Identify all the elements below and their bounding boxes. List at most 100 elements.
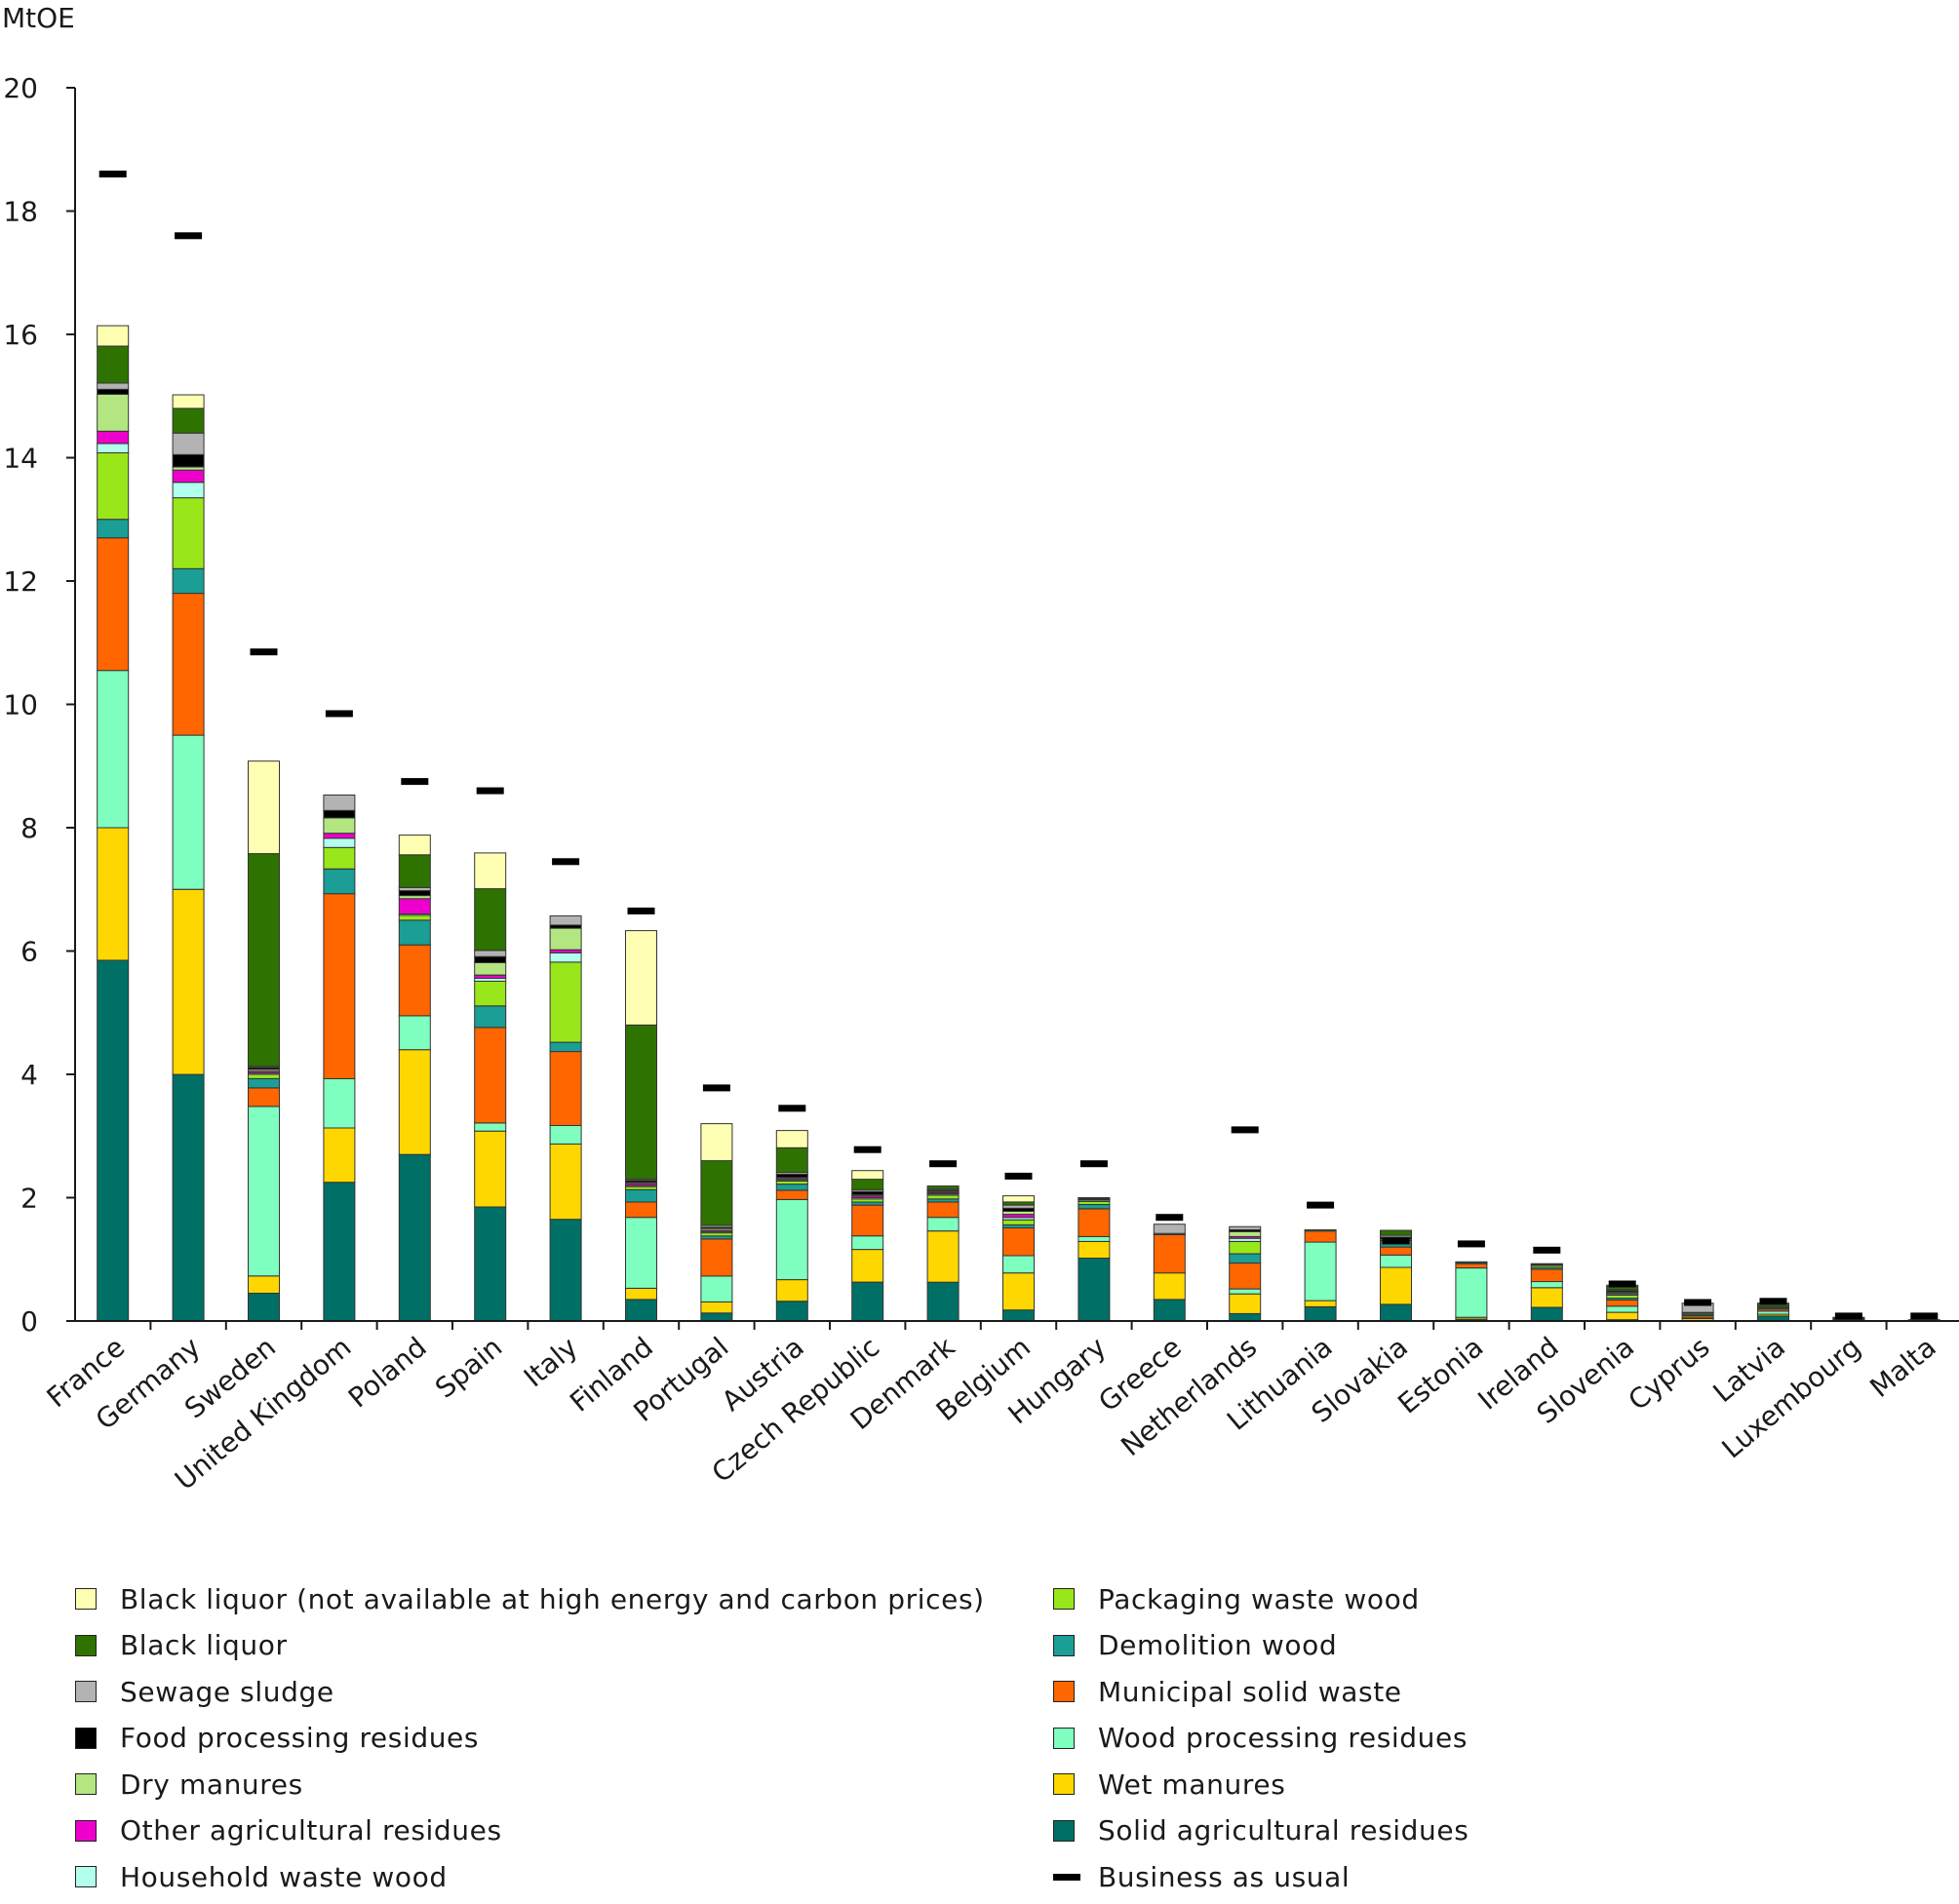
bar-segment-slovenia-2 bbox=[1606, 1305, 1639, 1313]
legend-item: Packaging waste wood bbox=[1053, 1579, 1420, 1618]
bar-segment-italy-10 bbox=[549, 914, 582, 926]
bars-group bbox=[97, 325, 1940, 1322]
bau-marker-italy bbox=[552, 858, 580, 866]
bau-marker-estonia bbox=[1457, 1240, 1485, 1248]
bar-segment-united-kingdom-8 bbox=[323, 817, 356, 835]
bar-segment-spain-5 bbox=[474, 981, 507, 1007]
bar-segment-finland-2 bbox=[625, 1217, 657, 1289]
bar-segment-france-6 bbox=[97, 443, 130, 453]
bar-segment-portugal-1 bbox=[700, 1301, 733, 1314]
bar-segment-spain-12 bbox=[474, 852, 507, 890]
bar-segment-poland-12 bbox=[398, 835, 431, 856]
bar-segment-estonia-5 bbox=[1455, 1261, 1488, 1263]
legend-label: Household waste wood bbox=[120, 1860, 448, 1893]
bar-segment-slovakia-2 bbox=[1380, 1254, 1412, 1268]
bar-segment-spain-9 bbox=[474, 955, 507, 964]
bau-marker-lithuania bbox=[1307, 1201, 1335, 1209]
bar-segment-ireland-1 bbox=[1530, 1287, 1563, 1308]
y-tick-label: 12 bbox=[3, 565, 38, 598]
legend-swatch bbox=[1053, 1588, 1075, 1610]
bar-segment-united-kingdom-2 bbox=[323, 1077, 356, 1129]
legend-item: Black liquor (not available at high ener… bbox=[75, 1579, 985, 1618]
bar-segment-spain-2 bbox=[474, 1122, 507, 1132]
bar-segment-slovakia-11 bbox=[1380, 1229, 1412, 1236]
bau-marker-slovakia bbox=[1382, 1237, 1410, 1245]
bar-segment-lithuania-2 bbox=[1304, 1241, 1337, 1302]
bar-segment-austria-11 bbox=[775, 1146, 808, 1174]
bar-segment-netherlands-8 bbox=[1229, 1230, 1262, 1237]
bau-marker-slovenia bbox=[1608, 1280, 1636, 1288]
bar-segment-belgium-1 bbox=[1002, 1272, 1035, 1311]
bar-segment-hungary-2 bbox=[1077, 1235, 1111, 1242]
bar-segment-poland-9 bbox=[398, 890, 431, 897]
bar-segment-france-7 bbox=[97, 430, 130, 445]
bar-segment-austria-3 bbox=[775, 1189, 808, 1200]
bau-marker-luxembourg bbox=[1834, 1312, 1862, 1320]
y-tick-label: 4 bbox=[20, 1059, 38, 1091]
bar-segment-slovakia-3 bbox=[1380, 1246, 1412, 1256]
bar-segment-slovenia-3 bbox=[1606, 1300, 1639, 1307]
bar-segment-poland-5 bbox=[398, 914, 431, 921]
legend-label: Black liquor bbox=[120, 1629, 288, 1661]
bar-segment-france-0 bbox=[97, 959, 130, 1322]
bar-segment-poland-3 bbox=[398, 944, 431, 1017]
bar-segment-austria-2 bbox=[775, 1198, 808, 1281]
bar-segment-ireland-2 bbox=[1530, 1281, 1563, 1289]
bar-segment-germany-0 bbox=[172, 1073, 205, 1322]
bar-segment-ireland-10 bbox=[1530, 1263, 1563, 1265]
legend-item: Food processing residues bbox=[75, 1719, 479, 1758]
bau-marker-netherlands bbox=[1231, 1126, 1259, 1134]
bar-segment-sweden-4 bbox=[248, 1077, 280, 1089]
bar-segment-portugal-11 bbox=[700, 1160, 733, 1226]
bar-segment-netherlands-10 bbox=[1229, 1225, 1262, 1230]
bar-segment-united-kingdom-7 bbox=[323, 833, 356, 839]
bar-segment-sweden-5 bbox=[248, 1073, 280, 1079]
bar-segment-poland-10 bbox=[398, 886, 431, 892]
bau-marker-cyprus bbox=[1684, 1299, 1712, 1306]
bar-segment-hungary-1 bbox=[1077, 1240, 1111, 1260]
bar-segment-denmark-11 bbox=[926, 1185, 960, 1190]
legend-label: Municipal solid waste bbox=[1098, 1675, 1402, 1708]
legend-label: Packaging waste wood bbox=[1098, 1582, 1420, 1615]
bar-segment-ireland-3 bbox=[1530, 1268, 1563, 1283]
bar-segment-italy-0 bbox=[549, 1219, 582, 1322]
legend-swatch bbox=[75, 1819, 97, 1842]
bar-segment-greece-1 bbox=[1153, 1272, 1186, 1301]
legend-label: Demolition wood bbox=[1098, 1629, 1338, 1661]
legend-label: Other agricultural residues bbox=[120, 1814, 502, 1846]
legend-item: Solid agricultural residues bbox=[1053, 1811, 1469, 1850]
bar-segment-germany-5 bbox=[172, 497, 205, 569]
bar-segment-netherlands-1 bbox=[1229, 1293, 1262, 1314]
bar-segment-denmark-3 bbox=[926, 1201, 960, 1219]
bar-segment-lithuania-0 bbox=[1304, 1306, 1337, 1322]
bar-segment-france-2 bbox=[97, 670, 130, 829]
bar-segment-germany-4 bbox=[172, 567, 205, 595]
bar-segment-germany-9 bbox=[172, 453, 205, 468]
y-axis-label: MtOE bbox=[2, 2, 75, 34]
bar-segment-netherlands-3 bbox=[1229, 1263, 1262, 1290]
bar-segment-netherlands-0 bbox=[1229, 1312, 1262, 1322]
bar-segment-portugal-0 bbox=[700, 1312, 733, 1322]
bar-segment-france-5 bbox=[97, 451, 130, 521]
bau-marker-poland bbox=[401, 778, 429, 786]
bau-marker-denmark bbox=[929, 1160, 958, 1168]
bar-segment-austria-4 bbox=[775, 1184, 808, 1191]
bar-segment-united-kingdom-0 bbox=[323, 1182, 356, 1322]
legend-item: Business as usual bbox=[1053, 1857, 1350, 1896]
bar-segment-spain-11 bbox=[474, 888, 507, 952]
bar-segment-belgium-0 bbox=[1002, 1309, 1035, 1322]
bar-segment-ireland-0 bbox=[1530, 1306, 1563, 1322]
y-tick-label: 10 bbox=[3, 689, 38, 721]
bar-segment-sweden-2 bbox=[248, 1106, 280, 1277]
bar-segment-finland-4 bbox=[625, 1188, 657, 1203]
bau-marker-austria bbox=[778, 1105, 806, 1112]
bar-segment-greece-3 bbox=[1153, 1234, 1186, 1274]
bar-segment-netherlands-2 bbox=[1229, 1288, 1262, 1295]
bar-segment-czech-republic-1 bbox=[851, 1249, 884, 1283]
bar-segment-estonia-3 bbox=[1455, 1263, 1488, 1269]
bar-segment-portugal-2 bbox=[700, 1275, 733, 1302]
x-tick-label: Spain bbox=[429, 1331, 508, 1405]
bar-segment-germany-7 bbox=[172, 469, 205, 484]
bar-segment-italy-2 bbox=[549, 1125, 582, 1145]
bar-segment-france-3 bbox=[97, 537, 130, 672]
